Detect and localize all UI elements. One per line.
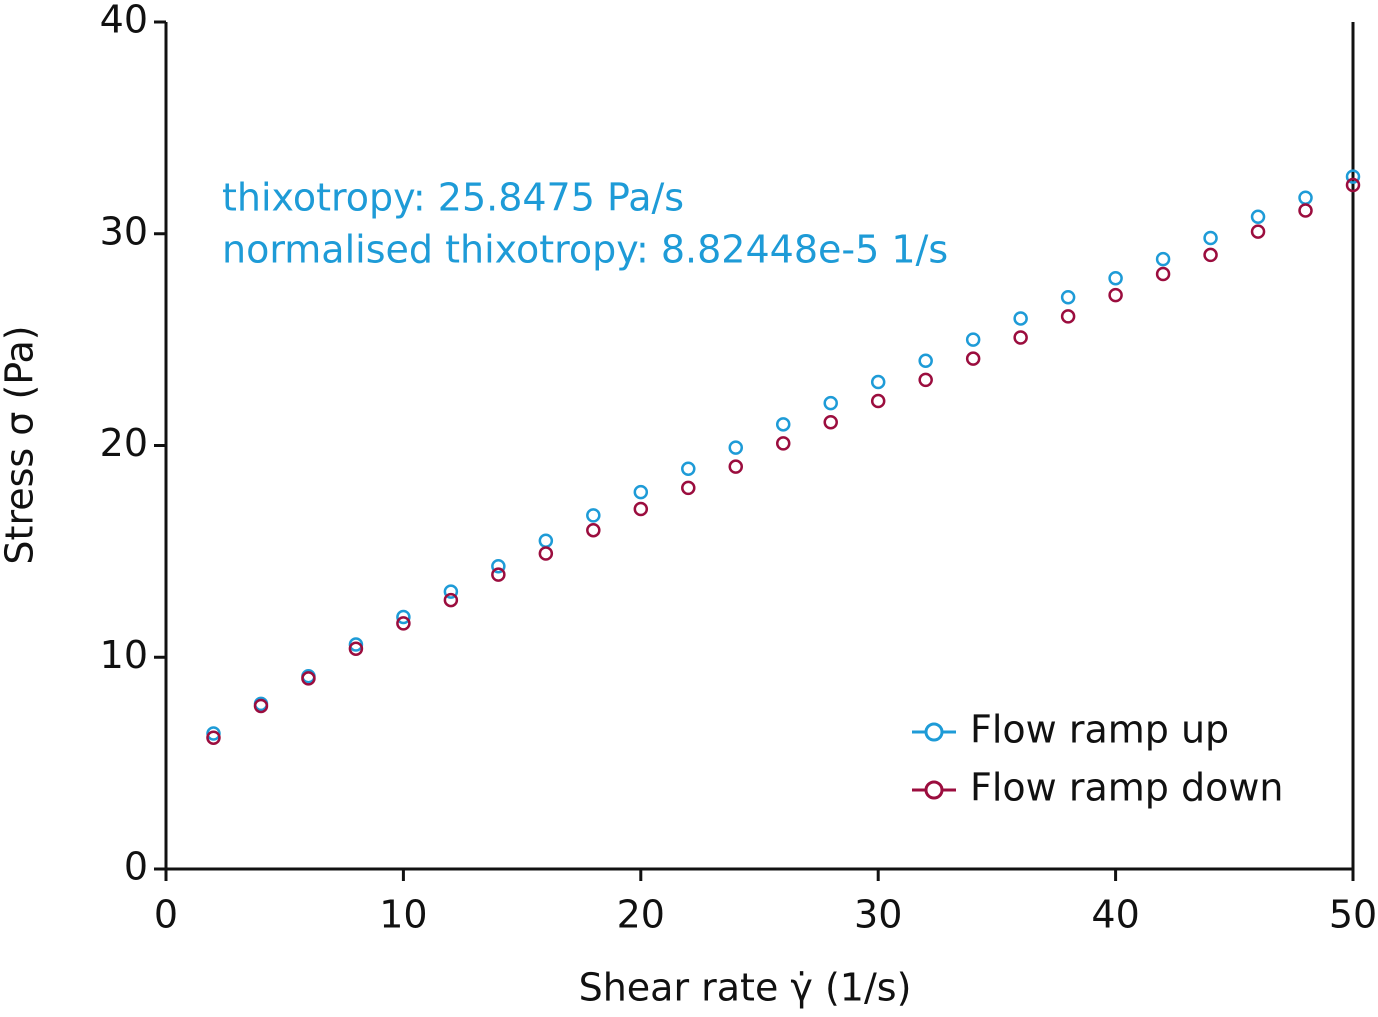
data-point xyxy=(1203,230,1218,246)
x-tick-label: 40 xyxy=(1091,893,1139,937)
data-point xyxy=(918,372,933,388)
data-point xyxy=(1203,247,1218,263)
y-tick-label: 0 xyxy=(124,845,148,889)
y-tick-label: 40 xyxy=(100,0,148,42)
data-point xyxy=(538,546,554,561)
data-point xyxy=(253,698,269,714)
data-point xyxy=(823,395,838,411)
legend-marker xyxy=(924,780,944,800)
data-point xyxy=(728,459,744,474)
data-point xyxy=(1345,169,1361,184)
data-point xyxy=(1060,309,1076,324)
data-point xyxy=(823,414,838,430)
data-point xyxy=(681,461,696,477)
data-point xyxy=(870,393,886,409)
data-point xyxy=(1060,290,1076,305)
annotation: thixotropy: 25.8475 Pa/s xyxy=(222,176,684,220)
x-axis-label: Shear rate γ̇ (1/s) xyxy=(579,966,912,1010)
annotation: normalised thixotropy: 8.82448e-5 1/s xyxy=(222,228,948,272)
data-point xyxy=(1345,177,1361,193)
data-point xyxy=(301,671,316,686)
legend-label: Flow ramp up xyxy=(970,708,1229,752)
data-point xyxy=(633,484,649,500)
data-point xyxy=(965,351,981,366)
data-point xyxy=(633,501,649,517)
data-point xyxy=(491,567,506,582)
x-tick-label: 30 xyxy=(854,893,902,937)
y-tick-label: 10 xyxy=(100,633,148,677)
data-point xyxy=(396,616,411,631)
data-point xyxy=(443,592,459,608)
data-point xyxy=(206,726,221,741)
data-point xyxy=(681,480,696,496)
data-point xyxy=(1155,266,1171,282)
x-tick-label: 50 xyxy=(1329,893,1377,937)
data-point xyxy=(1013,311,1028,326)
data-point xyxy=(870,374,886,390)
data-point xyxy=(965,332,981,347)
y-axis-label: Stress σ (Pa) xyxy=(0,325,42,564)
data-point xyxy=(396,609,411,625)
data-point xyxy=(1298,203,1313,218)
data-point xyxy=(918,353,933,369)
data-point xyxy=(775,436,791,451)
x-tick-label: 20 xyxy=(617,893,665,937)
legend-label: Flow ramp down xyxy=(970,766,1283,810)
data-point xyxy=(728,440,744,455)
data-point xyxy=(538,533,554,549)
data-point xyxy=(206,730,221,745)
legend-marker xyxy=(924,722,944,742)
y-tick-label: 30 xyxy=(100,209,148,253)
data-point xyxy=(1250,209,1266,225)
data-point xyxy=(1155,251,1171,267)
data-point xyxy=(348,637,364,652)
data-point xyxy=(1108,287,1123,303)
data-point xyxy=(1250,224,1266,239)
x-tick-label: 0 xyxy=(154,893,178,937)
data-point xyxy=(1298,190,1313,206)
data-point xyxy=(1108,270,1123,286)
data-point xyxy=(348,641,364,657)
x-tick-label: 10 xyxy=(379,893,427,937)
data-point xyxy=(443,584,459,599)
data-point xyxy=(586,508,601,523)
data-point xyxy=(775,417,791,432)
data-point xyxy=(491,558,506,574)
data-point xyxy=(586,522,601,538)
y-tick-label: 20 xyxy=(100,421,148,465)
data-point xyxy=(1013,330,1028,345)
